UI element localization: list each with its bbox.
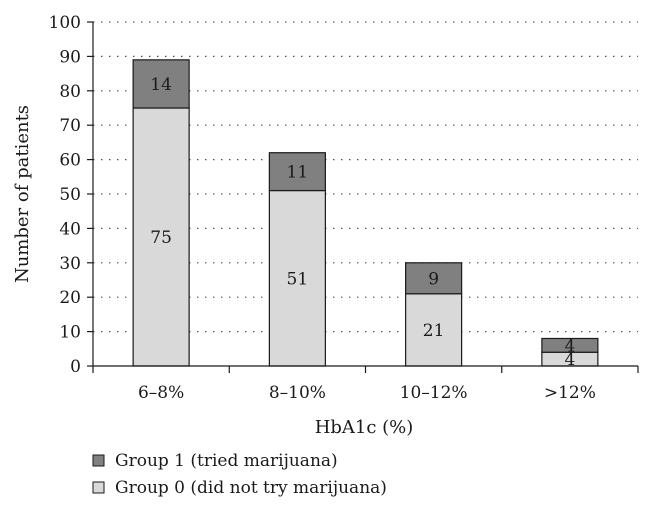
legend-swatch (92, 454, 105, 467)
data-label: 21 (423, 321, 445, 341)
y-tick-labels: 0 10 20 30 40 50 60 70 80 90 100 (49, 13, 81, 377)
y-tick-label: 100 (49, 13, 81, 33)
y-tick-label: 60 (59, 151, 81, 171)
x-tick-label: 8–10% (269, 383, 326, 403)
legend-label: Group 1 (tried marijuana) (115, 451, 338, 471)
y-tick-label: 30 (59, 254, 81, 274)
axes (87, 21, 639, 373)
x-tick-label: 10–12% (400, 383, 468, 403)
x-tick-labels: 6–8% 8–10% 10–12% >12% (138, 383, 596, 403)
data-label: 4 (564, 336, 575, 356)
legend-label: Group 0 (did not try marijuana) (115, 478, 387, 498)
bars: 75 14 51 11 21 9 44 (132, 59, 599, 370)
data-label: 14 (150, 75, 172, 95)
bar-segment (405, 262, 463, 295)
bar-segment (132, 107, 190, 367)
y-tick-label: 80 (59, 82, 81, 102)
data-label: 51 (287, 269, 309, 289)
bar-segment (541, 337, 599, 353)
bar-segment (268, 189, 326, 367)
y-tick-label: 20 (59, 288, 81, 308)
data-label: 4 (564, 350, 575, 370)
y-tick-label: 50 (59, 185, 81, 205)
y-tick-label: 10 (59, 323, 81, 343)
gridlines (93, 21, 638, 333)
legend-swatch (92, 481, 105, 494)
data-label: 9 (428, 269, 439, 289)
y-tick-label: 70 (59, 116, 81, 136)
legend: Group 1 (tried marijuana) Group 0 (did no… (92, 451, 387, 498)
data-label: 11 (287, 163, 309, 183)
y-tick-label: 40 (59, 219, 81, 239)
x-axis-title: HbA1c (%) (315, 417, 414, 438)
x-tick-label: 6–8% (138, 383, 184, 403)
data-label: 75 (150, 228, 172, 248)
bar-segment (132, 59, 190, 109)
y-tick-label: 90 (59, 47, 81, 67)
bar-segment (268, 152, 326, 192)
y-axis-title: Number of patients (12, 105, 33, 283)
x-tick-label: >12% (544, 383, 596, 403)
y-tick-label: 0 (70, 357, 81, 377)
